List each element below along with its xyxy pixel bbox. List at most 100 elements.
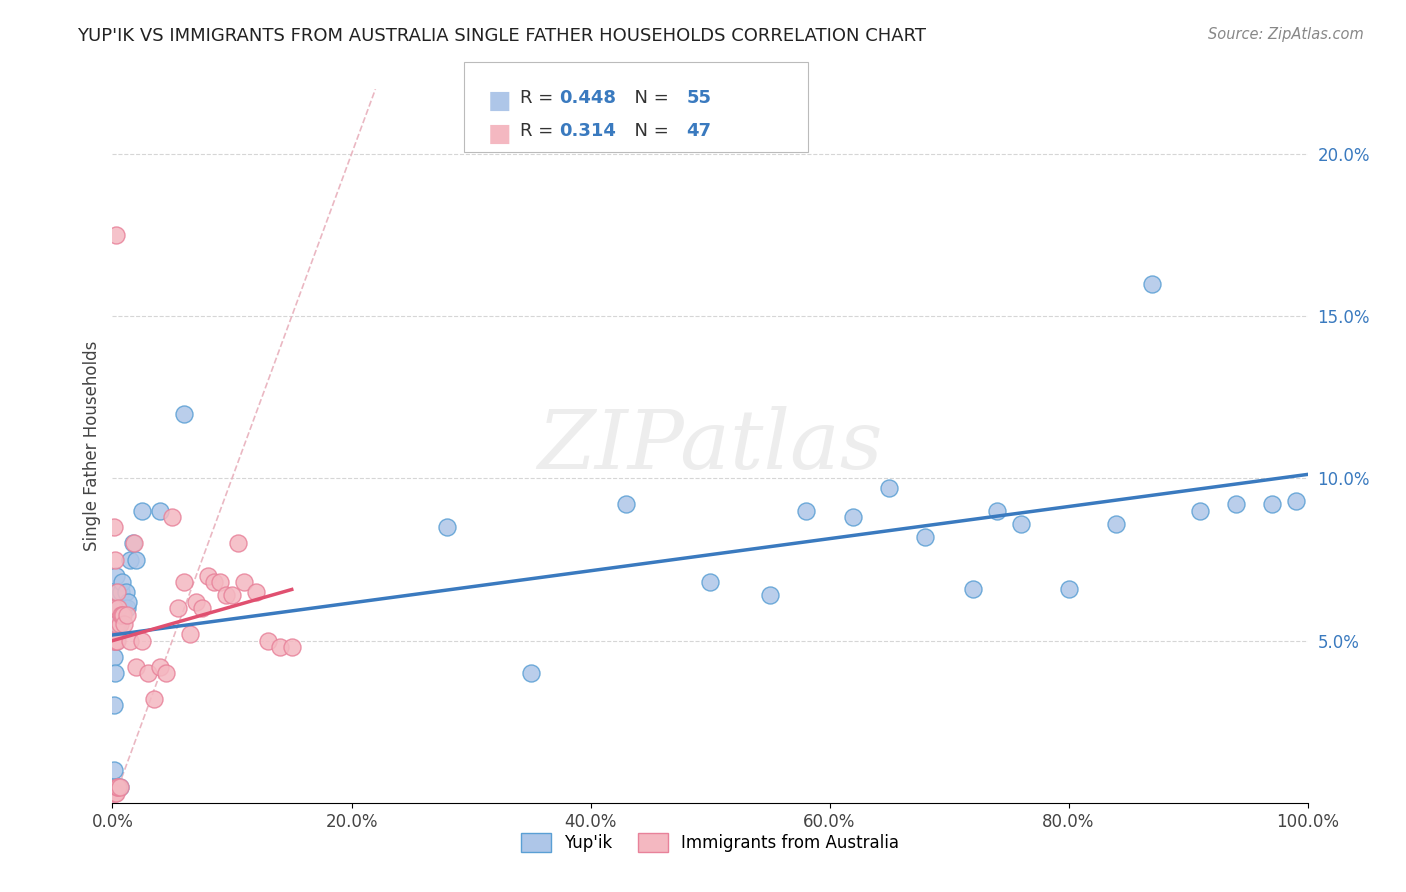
Point (245, 585, 267, 599)
Point (111, 575, 134, 590)
Point (107, 585, 129, 599)
Point (103, 698, 125, 713)
Point (104, 786, 127, 800)
Point (122, 536, 145, 550)
Point (114, 617, 135, 632)
Point (842, 510, 865, 524)
Point (1010, 516, 1032, 531)
Legend: Yup'ik, Immigrants from Australia: Yup'ik, Immigrants from Australia (515, 826, 905, 859)
Point (1285, 494, 1308, 508)
Point (112, 607, 135, 622)
Point (107, 601, 129, 615)
Point (114, 585, 136, 599)
Point (105, 633, 128, 648)
Text: R =: R = (520, 89, 560, 107)
Point (436, 520, 458, 534)
Point (186, 595, 208, 609)
Point (269, 640, 291, 654)
Point (794, 504, 817, 518)
Point (226, 536, 249, 550)
Point (110, 585, 132, 599)
Point (103, 601, 125, 615)
Point (121, 536, 143, 550)
Point (120, 552, 142, 566)
Point (105, 617, 128, 632)
Point (112, 601, 135, 615)
Point (879, 481, 901, 495)
Point (103, 520, 125, 534)
Point (105, 782, 128, 797)
Point (105, 780, 128, 794)
Text: ZIPatlas: ZIPatlas (537, 406, 883, 486)
Point (105, 601, 128, 615)
Point (104, 601, 127, 615)
Text: N =: N = (623, 122, 675, 140)
Point (131, 504, 153, 518)
Point (107, 617, 129, 632)
Point (197, 568, 219, 582)
Point (179, 627, 201, 641)
Point (914, 530, 936, 544)
Point (111, 607, 134, 622)
Point (105, 780, 128, 794)
Point (149, 659, 172, 673)
Point (104, 633, 127, 648)
Point (108, 780, 131, 794)
Point (162, 510, 183, 524)
Point (125, 552, 148, 566)
Point (104, 666, 127, 681)
Point (209, 575, 232, 590)
Point (173, 575, 195, 590)
Point (110, 607, 132, 622)
Text: R =: R = (520, 122, 560, 140)
Y-axis label: Single Father Households: Single Father Households (83, 341, 101, 551)
Point (105, 228, 128, 243)
Point (221, 588, 243, 602)
Point (104, 786, 127, 800)
Point (149, 504, 172, 518)
Point (173, 407, 195, 421)
Point (111, 601, 134, 615)
Text: YUP'IK VS IMMIGRANTS FROM AUSTRALIA SINGLE FATHER HOUSEHOLDS CORRELATION CHART: YUP'IK VS IMMIGRANTS FROM AUSTRALIA SING… (77, 27, 927, 45)
Point (202, 575, 225, 590)
Point (103, 780, 125, 794)
Point (114, 601, 135, 615)
Point (1261, 497, 1284, 511)
Point (105, 786, 128, 800)
Point (115, 607, 138, 622)
Point (1142, 277, 1164, 291)
Point (281, 640, 304, 654)
Point (1189, 504, 1212, 518)
Point (962, 582, 984, 596)
Point (105, 568, 128, 582)
Text: Source: ZipAtlas.com: Source: ZipAtlas.com (1208, 27, 1364, 42)
Point (120, 633, 142, 648)
Point (117, 595, 139, 609)
Point (107, 780, 129, 794)
Point (520, 666, 543, 681)
Point (155, 666, 177, 681)
Point (191, 601, 214, 615)
Point (104, 552, 127, 566)
Point (257, 633, 280, 648)
Point (1225, 497, 1247, 511)
Point (1057, 582, 1080, 596)
Point (115, 601, 138, 615)
Point (108, 601, 131, 615)
Point (103, 764, 125, 778)
Point (759, 588, 782, 602)
Point (616, 497, 638, 511)
Text: 55: 55 (686, 89, 711, 107)
Point (125, 659, 148, 673)
Point (699, 575, 721, 590)
Text: 0.314: 0.314 (560, 122, 616, 140)
Point (105, 633, 128, 648)
Point (131, 633, 153, 648)
Point (986, 504, 1008, 518)
Point (138, 666, 160, 681)
Text: 47: 47 (686, 122, 711, 140)
Point (233, 575, 256, 590)
Point (108, 617, 131, 632)
Point (103, 617, 125, 632)
Point (105, 585, 128, 599)
